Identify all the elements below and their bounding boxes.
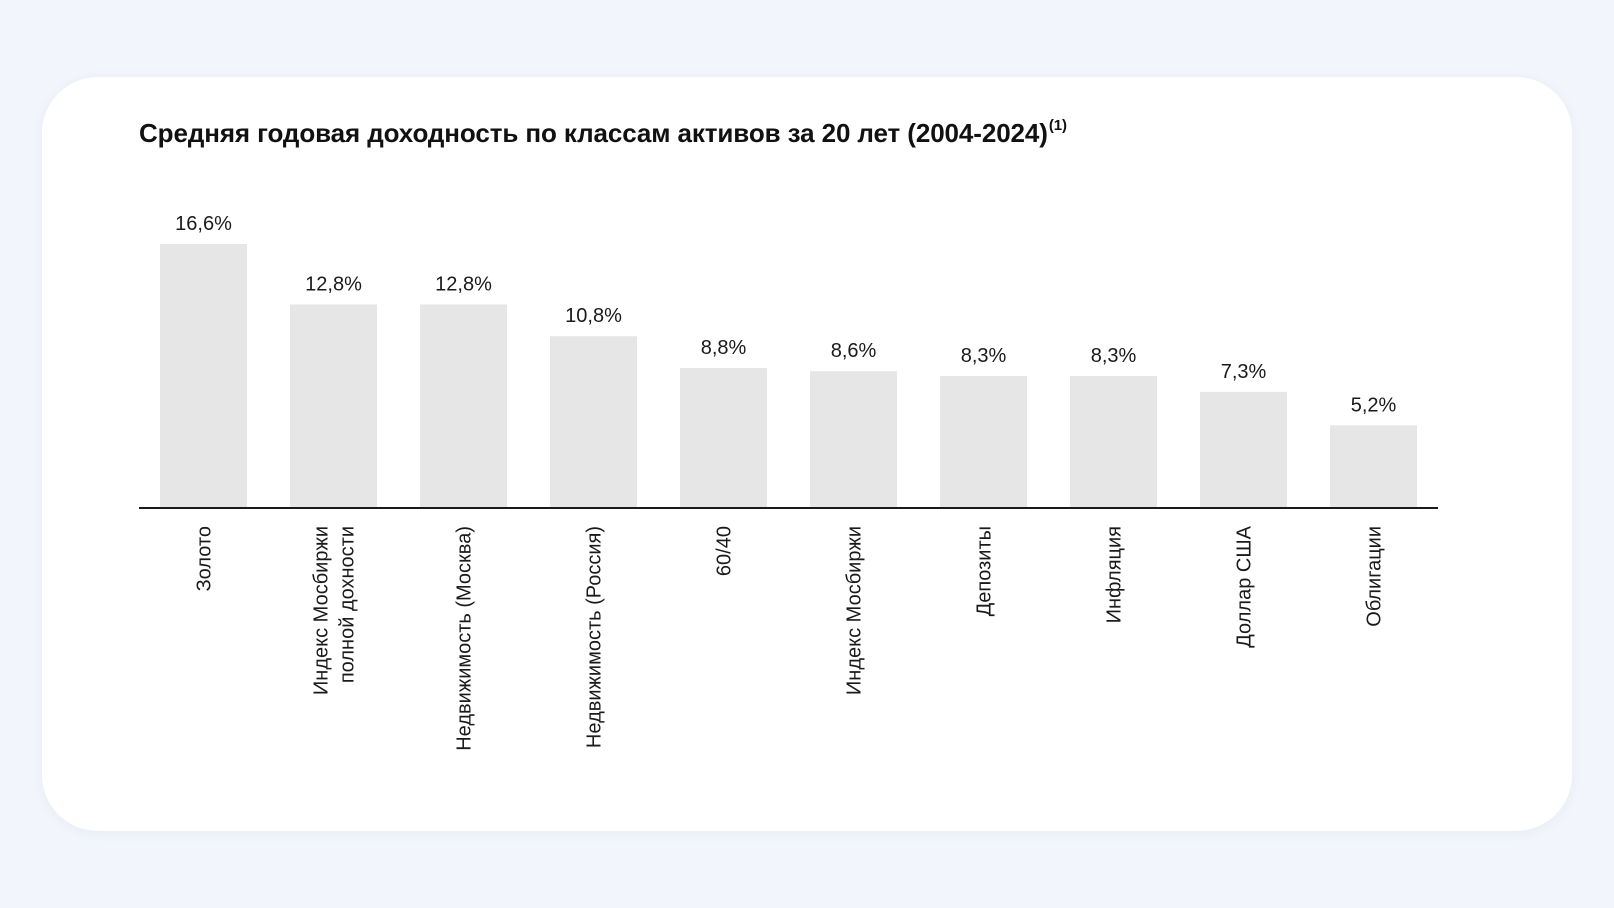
category-label: 60/40 [714, 526, 736, 576]
category-label: Депозиты [974, 526, 996, 616]
bar [1330, 425, 1417, 508]
category-label-line: Индекс Мосбиржи [844, 526, 866, 695]
category-label: Инфляция [1104, 526, 1126, 623]
bar-value-label: 7,3% [1221, 361, 1267, 383]
category-label-line: Доллар США [1234, 525, 1256, 647]
bar-value-label: 16,6% [175, 213, 232, 235]
category-label: Облигации [1364, 526, 1386, 627]
category-label: Индекс Мосбиржи полной дохности [311, 526, 359, 695]
bar-value-label: 12,8% [435, 273, 492, 295]
category-label: Недвижимость (Россия) [584, 526, 606, 748]
bar [680, 368, 767, 508]
category-label-line: Облигации [1364, 526, 1386, 627]
category-label-line: Недвижимость (Россия) [584, 526, 606, 748]
bar-value-label: 8,6% [831, 340, 877, 362]
category-label-line: Депозиты [974, 526, 996, 616]
chart-title-footnote: (1) [1048, 117, 1067, 135]
category-label: Индекс Мосбиржи [844, 526, 866, 695]
category-label-line: 60/40 [714, 526, 736, 576]
chart-title: Средняя годовая доходность по классам ак… [139, 117, 1067, 149]
bar [160, 244, 247, 508]
category-label: Доллар США [1234, 525, 1256, 647]
category-label-line: Золото [194, 526, 216, 591]
category-label-line: Индекс Мосбиржи [311, 526, 333, 695]
category-label: Золото [194, 526, 216, 591]
bar-value-label: 10,8% [565, 305, 622, 327]
bar [290, 304, 377, 508]
bar [940, 376, 1027, 508]
bar [550, 336, 637, 508]
bar-value-label: 8,8% [701, 337, 747, 359]
chart-card: Средняя годовая доходность по классам ак… [42, 77, 1572, 831]
category-label: Недвижимость (Москва) [454, 526, 476, 751]
bar-value-label: 5,2% [1351, 394, 1397, 416]
bar [420, 304, 507, 508]
bar [1070, 376, 1157, 508]
bar-value-label: 12,8% [305, 273, 362, 295]
category-label-line: Инфляция [1104, 526, 1126, 623]
bar [1200, 391, 1287, 508]
category-label-line: полной дохности [337, 526, 359, 683]
bar-value-label: 8,3% [1091, 345, 1137, 367]
bar [810, 371, 897, 508]
chart-title-text: Средняя годовая доходность по классам ак… [139, 118, 1048, 148]
bar-value-label: 8,3% [961, 345, 1007, 367]
category-label-line: Недвижимость (Москва) [454, 526, 476, 751]
